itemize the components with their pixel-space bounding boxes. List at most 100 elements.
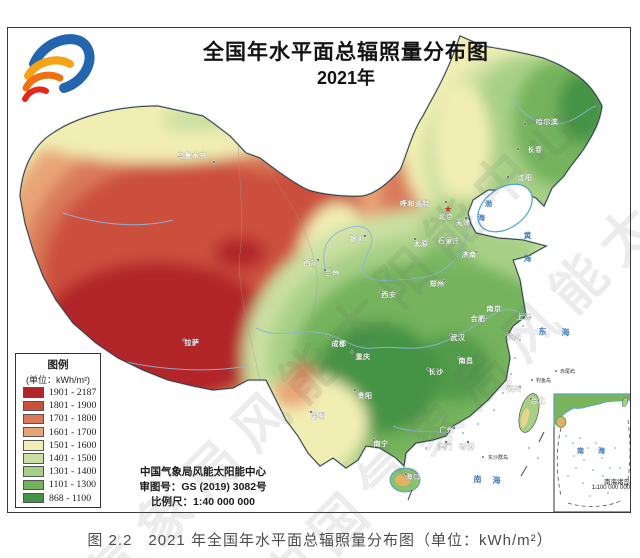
- legend-range: 1501 - 1600: [49, 439, 97, 451]
- svg-text:海口: 海口: [406, 472, 421, 481]
- svg-text:成都: 成都: [332, 339, 347, 348]
- svg-text:长沙: 长沙: [429, 367, 444, 376]
- svg-text:南宁: 南宁: [374, 439, 389, 448]
- svg-text:沈阳: 沈阳: [518, 173, 533, 182]
- legend-item: 1801 - 1900: [16, 399, 100, 412]
- svg-text:钓鱼岛: 钓鱼岛: [536, 377, 551, 384]
- svg-text:郑州: 郑州: [430, 279, 445, 288]
- svg-text:香港: 香港: [459, 442, 475, 451]
- legend-item: 1301 - 1400: [16, 465, 100, 478]
- inset-scale-label: 1:100 000 000: [591, 485, 630, 491]
- svg-text:西安: 西安: [382, 290, 397, 299]
- svg-text:兰州: 兰州: [325, 268, 340, 277]
- legend-title: 图例: [47, 359, 69, 371]
- legend-swatch: [23, 453, 44, 464]
- source-org: 中国气象局风能太阳能中心: [140, 466, 266, 478]
- legend-range: 1401 - 1500: [49, 453, 97, 465]
- svg-text:杭州: 杭州: [507, 332, 522, 341]
- legend-item: 1501 - 1600: [16, 439, 100, 452]
- boundary-dashes: [407, 431, 545, 501]
- legend-item: 1601 - 1700: [16, 426, 100, 439]
- source-scale: 比例尺：1:40 000 000: [151, 496, 255, 508]
- inset-name-label: 南海诸岛: [604, 479, 630, 486]
- svg-text:贵阳: 贵阳: [358, 391, 373, 400]
- legend-swatch: [23, 400, 44, 412]
- svg-text:北京: 北京: [439, 212, 454, 221]
- inset-map: [553, 393, 630, 512]
- svg-text:海: 海: [524, 253, 533, 263]
- legend-swatch: [23, 440, 44, 451]
- legend-unit: (单位：kWh/m²): [26, 375, 90, 385]
- legend-range: 1301 - 1400: [49, 466, 97, 478]
- legend-range: 868 - 1100: [49, 492, 92, 504]
- svg-text:呼和浩特: 呼和浩特: [400, 199, 430, 208]
- bohai-sea: [477, 183, 533, 233]
- svg-text:合肥: 合肥: [470, 314, 486, 323]
- inset-sea-label: 南 海: [577, 448, 611, 455]
- legend-item: 868 - 1100: [16, 492, 100, 505]
- cma-solar-center-logo-icon: [22, 34, 95, 102]
- svg-text:海: 海: [493, 475, 502, 485]
- svg-text:太原: 太原: [414, 239, 429, 248]
- map-frame: 渤海黄海东海南海 钓鱼岛 赤尾屿 东沙群岛 乌鲁木齐 哈尔滨 长春 沈阳 呼和浩特 ★ 北京 天津…: [7, 27, 631, 513]
- legend-swatch: [23, 466, 44, 477]
- legend-range: 1801 - 1900: [49, 400, 97, 412]
- province-border: [259, 157, 318, 339]
- legend-range: 1701 - 1800: [49, 413, 97, 425]
- hainan-island: [389, 467, 421, 493]
- legend-item: 1401 - 1500: [16, 452, 100, 465]
- legend-swatch: [23, 479, 44, 491]
- svg-text:拉萨: 拉萨: [185, 338, 200, 347]
- source-block: 中国气象局风能太阳能中心 审图号：GS (2019) 3082号 比例尺：1:4…: [108, 465, 298, 510]
- source-approval: 审图号：GS (2019) 3082号: [139, 481, 267, 493]
- rivers: [62, 97, 597, 434]
- svg-text:赤尾屿: 赤尾屿: [560, 368, 575, 375]
- svg-text:长春: 长春: [528, 145, 544, 154]
- svg-text:乌鲁木齐: 乌鲁木齐: [177, 151, 207, 160]
- svg-text:南京: 南京: [487, 304, 502, 313]
- coastal-islets: [425, 325, 539, 459]
- legend-swatch: [23, 492, 44, 504]
- svg-text:哈尔滨: 哈尔滨: [536, 117, 559, 126]
- svg-text:昆明: 昆明: [311, 411, 326, 420]
- svg-text:石家庄: 石家庄: [437, 236, 461, 245]
- legend-range: 1101 - 1300: [49, 479, 96, 491]
- svg-text:银川: 银川: [350, 234, 365, 243]
- legend-range: 1601 - 1700: [49, 426, 97, 438]
- legend-swatch: [23, 387, 44, 398]
- map-title: 全国年水平面总辐照量分布图: [203, 41, 489, 64]
- svg-text:海: 海: [562, 327, 571, 337]
- svg-text:南昌: 南昌: [459, 356, 474, 365]
- figure-caption: 图 2.2 2021 年全国年水平面总辐照量分布图（单位：kWh/m²）: [87, 532, 553, 549]
- taiwan-island: [518, 393, 540, 433]
- map-year: 2021年: [316, 68, 376, 88]
- svg-text:广州: 广州: [440, 425, 455, 434]
- svg-text:南: 南: [474, 474, 483, 484]
- svg-text:西宁: 西宁: [304, 258, 319, 267]
- legend: 图例 (单位：kWh/m²) 1901 - 2187 1801 - 1900 170…: [15, 353, 101, 508]
- china-outline: [19, 35, 603, 469]
- svg-text:武汉: 武汉: [451, 333, 466, 342]
- legend-swatch: [23, 426, 44, 438]
- legend-swatch: [23, 413, 44, 425]
- legend-rows: 1901 - 2187 1801 - 1900 1701 - 1800 1601 - …: [16, 386, 100, 505]
- svg-text:上海: 上海: [517, 312, 532, 321]
- svg-text:东: 东: [539, 326, 548, 336]
- svg-text:台北: 台北: [531, 396, 546, 405]
- svg-text:海: 海: [478, 213, 486, 222]
- legend-range: 1901 - 2187: [49, 387, 97, 399]
- svg-text:天津: 天津: [456, 218, 471, 227]
- legend-item: 1701 - 1800: [16, 412, 100, 425]
- svg-text:★: ★: [444, 204, 452, 214]
- svg-text:澳门: 澳门: [438, 442, 453, 451]
- svg-text:渤: 渤: [485, 199, 493, 208]
- svg-text:重庆: 重庆: [356, 352, 371, 361]
- svg-text:济南: 济南: [462, 250, 477, 259]
- sea-labels: 渤海黄海东 海南海: [474, 199, 571, 485]
- province-border: [237, 137, 261, 381]
- legend-item: 1901 - 2187: [16, 386, 100, 399]
